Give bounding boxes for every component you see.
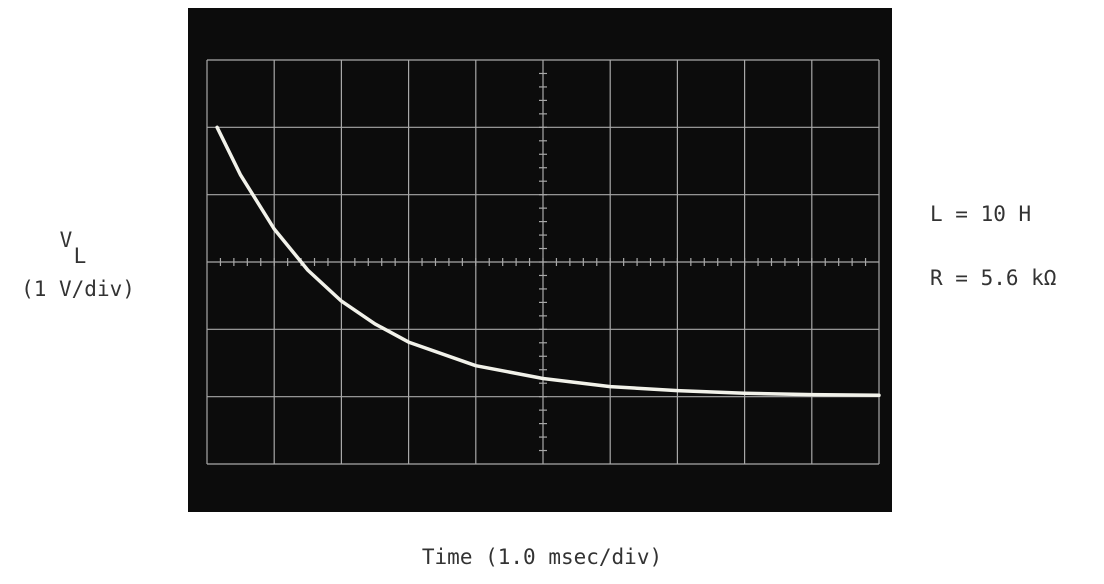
x-label: Time (1.0 msec/div) xyxy=(422,545,662,569)
annotation: R = 5.6 kΩ xyxy=(930,266,1056,290)
scope-screen xyxy=(188,8,892,512)
annotation: L = 10 H xyxy=(930,202,1031,226)
y-label-subscript: L xyxy=(74,244,87,268)
figure: V L (1 V/div) Time (1.0 msec/div) L = 10… xyxy=(0,0,1104,584)
y-label: V xyxy=(60,228,73,252)
y-label-unit: (1 V/div) xyxy=(21,277,135,301)
